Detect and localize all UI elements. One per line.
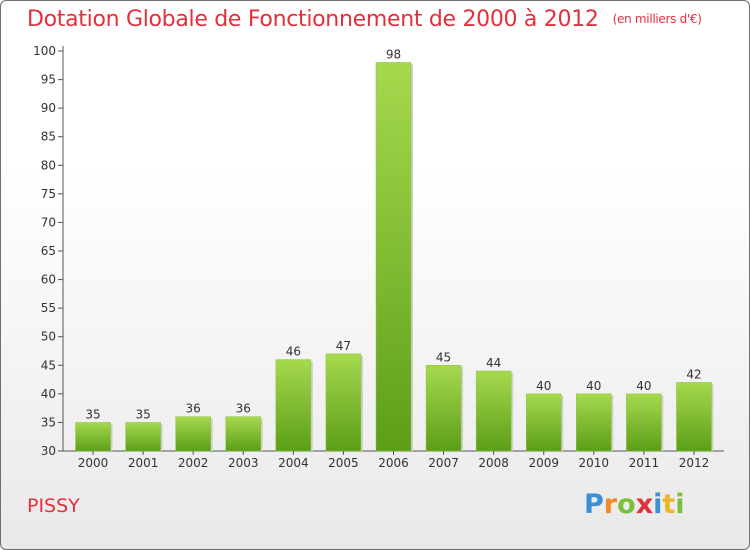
logo-letter: x [635,489,654,520]
value-label: 44 [486,356,501,370]
x-tick-label: 2004 [278,456,309,470]
bar-2010 [576,393,612,452]
proxiti-logo: Proxiti [584,489,685,520]
y-tick-label: 70 [41,215,56,229]
logo-letter: o [617,489,636,520]
chart-title-text: Dotation Globale de Fonctionnement de 20… [27,7,599,32]
chart-title: Dotation Globale de Fonctionnement de 20… [27,7,702,32]
y-tick-label: 100 [33,44,56,58]
x-tick-label: 2003 [228,456,259,470]
y-tick-label: 55 [41,301,56,315]
logo-letter: P [584,489,604,520]
x-tick-label: 2009 [528,456,559,470]
bar-2000 [75,422,111,452]
y-tick-label: 30 [41,444,56,458]
value-label: 35 [85,407,100,421]
y-tick-label: 65 [41,244,56,258]
y-tick-label: 45 [41,358,56,372]
y-tick-label: 75 [41,187,56,201]
bar-2002 [175,416,211,452]
y-tick-label: 35 [41,415,56,429]
x-tick-label: 2012 [679,456,710,470]
y-tick-label: 60 [41,273,56,287]
bar-2005 [325,353,362,452]
y-tick-label: 85 [41,130,56,144]
x-tick-label: 2001 [128,456,159,470]
bar-2012 [676,382,712,452]
x-tick-label: 2008 [478,456,509,470]
x-tick-label: 2005 [328,456,359,470]
bar-2003 [225,416,262,452]
bar-2007 [425,365,462,452]
bar-2004 [275,359,312,452]
value-label: 98 [386,47,401,61]
value-label: 36 [186,402,201,416]
value-label: 40 [536,379,551,393]
logo-letter: t [662,489,676,520]
value-label: 40 [636,379,651,393]
y-tick-label: 50 [41,330,56,344]
commune-name: PISSY [27,495,80,517]
bar-2006 [375,62,412,452]
chart-unit: (en milliers d'€) [612,12,702,26]
bar-2001 [125,422,161,452]
y-tick-label: 90 [41,101,56,115]
y-tick-label: 95 [41,73,56,87]
x-tick-label: 2006 [378,456,409,470]
logo-letter: i [653,489,663,520]
logo-letter: i [675,489,685,520]
value-label: 45 [436,350,451,364]
logo-letter: r [603,489,618,520]
x-tick-label: 2000 [78,456,109,470]
value-label: 36 [236,402,251,416]
x-tick-label: 2011 [629,456,660,470]
bar-2008 [475,370,512,452]
x-tick-label: 2007 [428,456,459,470]
y-tick-label: 80 [41,158,56,172]
y-tick-label: 40 [41,387,56,401]
value-label: 40 [586,379,601,393]
value-label: 42 [686,367,701,381]
value-label: 46 [286,345,301,359]
x-tick-label: 2002 [178,456,209,470]
value-label: 35 [135,407,150,421]
bar-2009 [525,393,562,452]
bar-2011 [626,393,662,452]
x-tick-label: 2010 [579,456,610,470]
value-label: 47 [336,339,351,353]
